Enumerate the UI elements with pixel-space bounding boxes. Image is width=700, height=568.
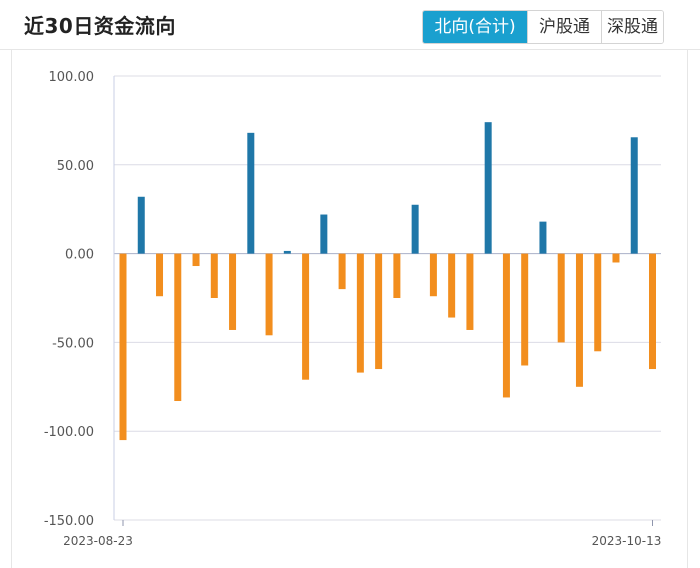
bar: [156, 253, 164, 297]
tab-northbound-total[interactable]: 北向(合计): [423, 11, 527, 43]
bar: [302, 253, 310, 380]
bar: [630, 137, 638, 254]
y-tick-label: -100.00: [44, 425, 94, 440]
bar: [575, 253, 583, 387]
y-tick-label: -150.00: [44, 514, 94, 529]
chart-panel: [11, 50, 688, 568]
y-tick-label: -50.00: [52, 336, 94, 351]
tab-shenzhen-connect[interactable]: 深股通: [601, 11, 663, 43]
bar: [283, 250, 291, 254]
y-tick-label: 100.00: [49, 70, 95, 85]
chart-title: 近30日资金流向: [24, 14, 176, 38]
chart-header: 近30日资金流向 北向(合计) 沪股通 深股通: [0, 0, 700, 50]
bar: [521, 253, 529, 366]
bar: [429, 253, 437, 297]
bar: [174, 253, 182, 402]
bar: [356, 253, 364, 373]
bar: [320, 214, 328, 254]
bar: [393, 253, 401, 298]
bar: [612, 253, 620, 263]
y-tick-label: 50.00: [57, 159, 94, 174]
fund-flow-chart: 100.00 50.00 0.00 -50.00 -100.00 -150.00 2023-…: [44, 70, 662, 548]
tab-shanghai-connect[interactable]: 沪股通: [527, 11, 601, 43]
bar: [210, 253, 218, 298]
bar: [502, 253, 510, 398]
bar: [411, 204, 419, 254]
x-label-end: 2023-10-13: [592, 534, 662, 548]
market-tabs: 北向(合计) 沪股通 深股通: [422, 10, 664, 44]
bar: [229, 253, 237, 330]
bar: [265, 253, 273, 336]
bar: [649, 253, 656, 370]
bar: [375, 253, 383, 370]
bar: [484, 122, 492, 254]
bar: [192, 253, 200, 267]
bar: [557, 253, 565, 343]
bar: [247, 132, 255, 254]
y-tick-label: 0.00: [65, 248, 94, 263]
bar: [119, 253, 127, 441]
bar: [539, 221, 547, 254]
bar: [137, 196, 145, 254]
bar: [594, 253, 602, 352]
x-label-start: 2023-08-23: [63, 534, 133, 548]
bar: [466, 253, 474, 330]
bar: [448, 253, 456, 318]
bar: [338, 253, 346, 290]
